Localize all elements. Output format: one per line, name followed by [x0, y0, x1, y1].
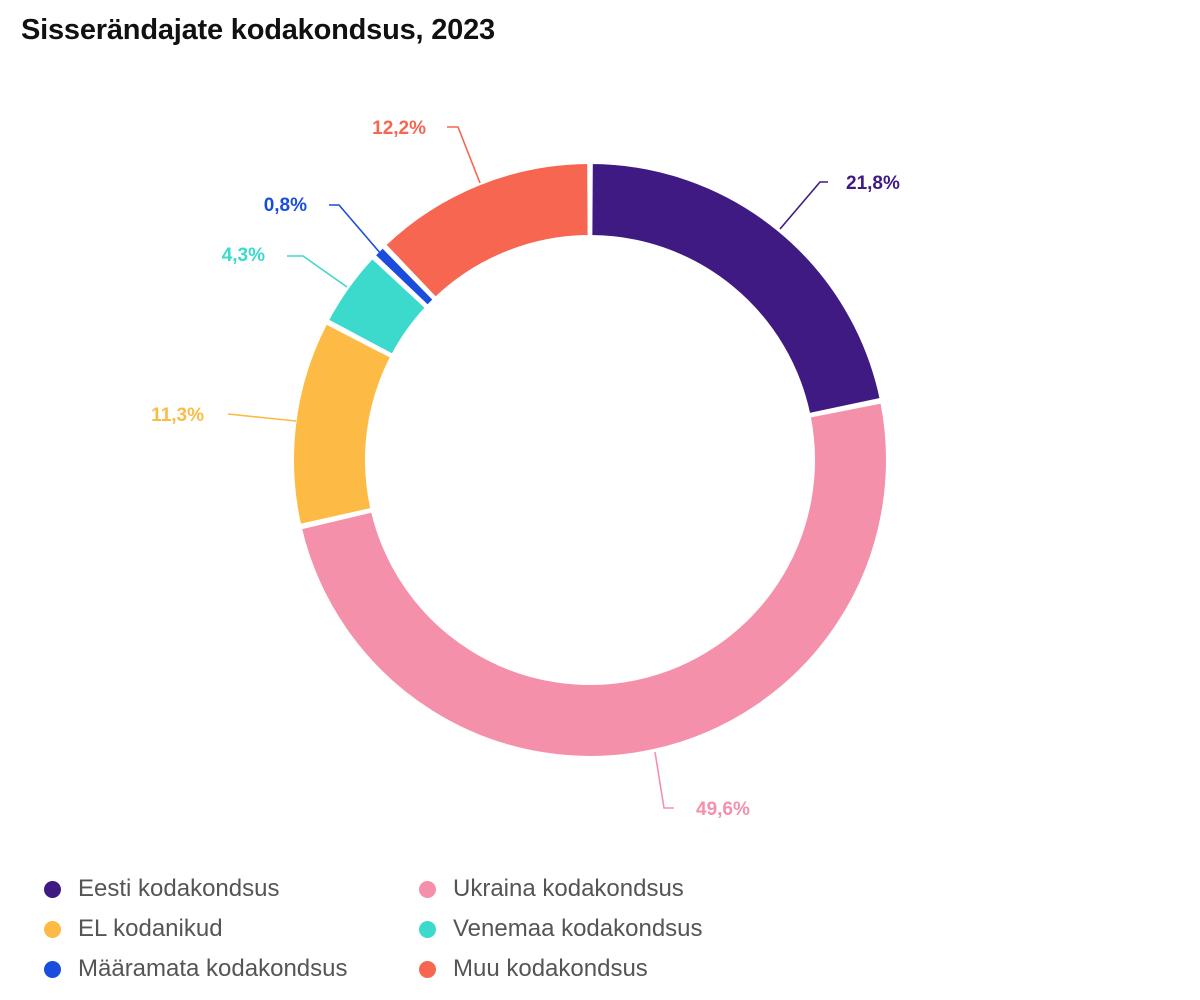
chart-title: Sisserändajate kodakondsus, 2023: [21, 14, 495, 46]
legend-item-muu: Muu kodakondsus: [419, 953, 794, 985]
donut-slice-ukraina: [299, 401, 888, 758]
legend-item-venemaa: Venemaa kodakondsus: [419, 913, 794, 945]
donut-chart: 21,8% 49,6% 11,3% 4,3% 0,8% 12,2%: [151, 118, 900, 820]
legend-item-el: EL kodanikud: [44, 913, 419, 945]
data-labels: 21,8% 49,6% 11,3% 4,3% 0,8% 12,2%: [151, 118, 900, 820]
leader-line-maaramata: [329, 204, 382, 255]
leader-line-muu: [447, 126, 481, 184]
legend-dot-maaramata: [44, 960, 61, 978]
legend-dot-muu: [419, 960, 436, 978]
legend-dot-el: [44, 920, 61, 938]
legend-label-venemaa: Venemaa kodakondsus: [453, 915, 703, 942]
data-label-maaramata: 0,8%: [264, 195, 307, 216]
leader-line-venemaa: [287, 255, 348, 288]
donut-slice-maaramata: [373, 246, 435, 307]
leader-line-eesti: [779, 181, 828, 230]
legend-item-maaramata: Määramata kodakondsus: [44, 953, 419, 985]
legend-dot-venemaa: [419, 920, 436, 938]
legend-item-ukraina: Ukraina kodakondsus: [419, 873, 794, 905]
legend-label-eesti: Eesti kodakondsus: [78, 875, 280, 902]
data-label-muu: 12,2%: [372, 118, 426, 139]
legend-label-maaramata: Määramata kodakondsus: [78, 955, 348, 982]
data-label-ukraina: 49,6%: [696, 799, 750, 820]
legend-label-el: EL kodanikud: [78, 915, 223, 942]
donut-slice-eesti: [590, 162, 882, 415]
legend-label-muu: Muu kodakondsus: [453, 955, 648, 982]
legend-label-ukraina: Ukraina kodakondsus: [453, 875, 684, 902]
donut-slice-el: [292, 322, 393, 526]
legend-dot-eesti: [44, 880, 61, 898]
leader-line-el: [227, 413, 297, 422]
legend: Eesti kodakondsus Ukraina kodakondsus EL…: [44, 873, 804, 985]
data-label-venemaa: 4,3%: [222, 245, 265, 266]
legend-item-eesti: Eesti kodakondsus: [44, 873, 419, 905]
donut-slice-venemaa: [326, 257, 427, 356]
leader-line-ukraina: [654, 751, 674, 809]
data-label-eesti: 21,8%: [846, 173, 900, 194]
label-leader-lines: [227, 126, 828, 809]
legend-dot-ukraina: [419, 880, 436, 898]
donut-slices: [292, 162, 888, 758]
data-label-el: 11,3%: [151, 405, 204, 426]
donut-slice-muu: [384, 162, 590, 299]
